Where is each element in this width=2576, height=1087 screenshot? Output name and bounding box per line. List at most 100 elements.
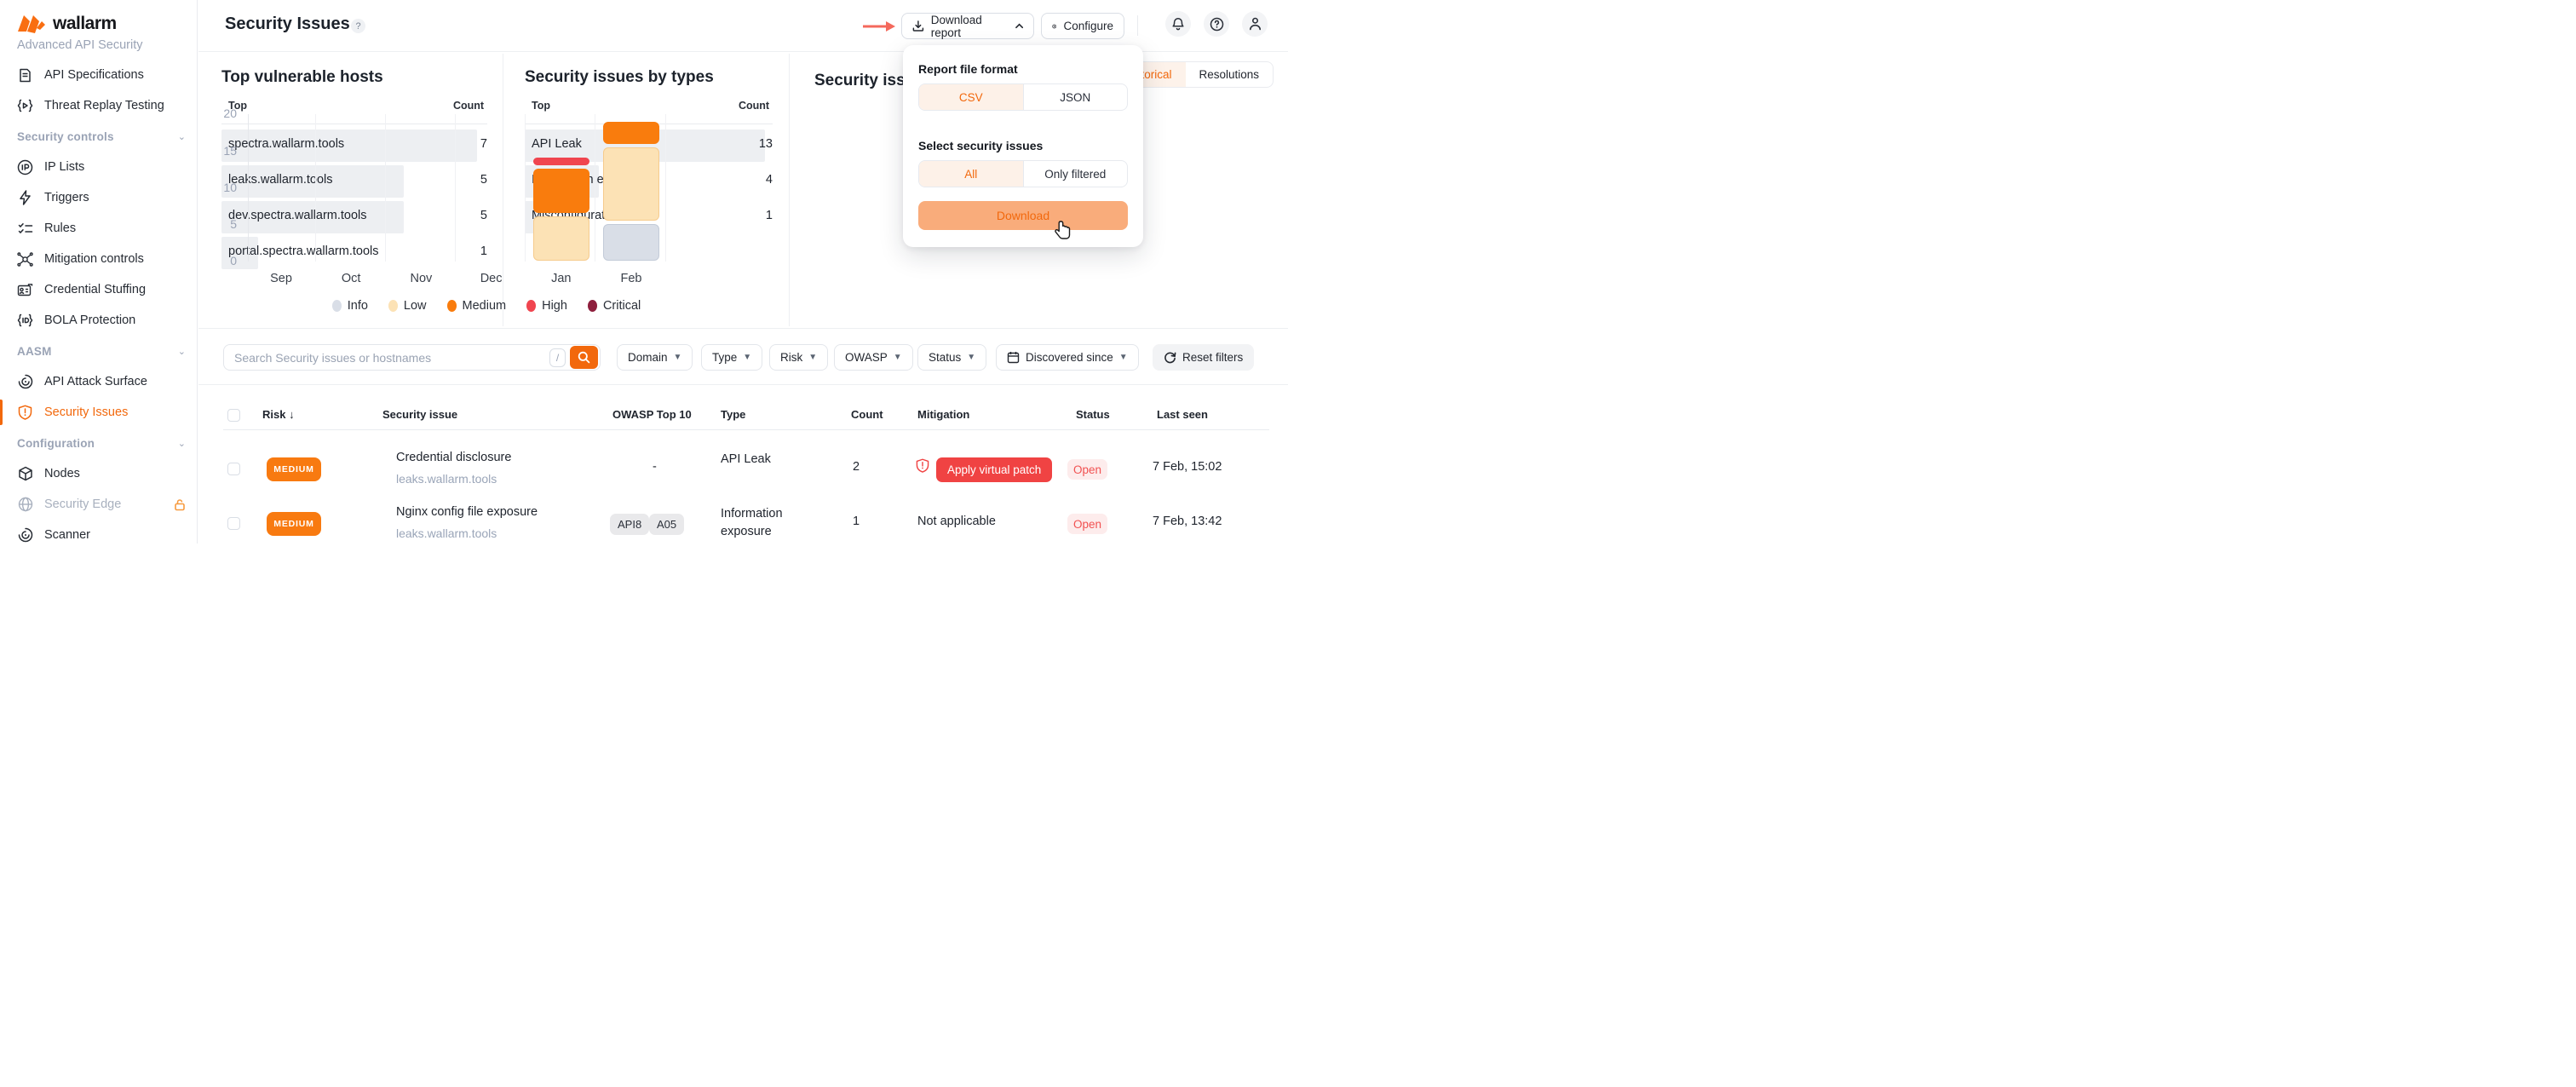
gear-icon xyxy=(1052,23,1057,29)
network-icon xyxy=(17,251,33,267)
sidebar-item-rules[interactable]: Rules xyxy=(0,213,198,244)
calendar-icon xyxy=(1007,352,1020,364)
braces-play-icon xyxy=(17,98,33,114)
issue-host[interactable]: leaks.wallarm.tools xyxy=(396,526,497,540)
sidebar-item-api-attack-surface[interactable]: API Attack Surface xyxy=(0,366,198,397)
reset-filters-button[interactable]: Reset filters xyxy=(1153,344,1255,371)
y-tick: 10 xyxy=(223,180,237,194)
sidebar-item-threat-replay-testing[interactable]: Threat Replay Testing xyxy=(0,90,198,121)
rank-row[interactable]: dev.spectra.wallarm.tools 5 xyxy=(221,199,487,235)
owasp-pill: A05 xyxy=(649,514,685,535)
issues-option-all[interactable]: All xyxy=(919,161,1023,187)
radar-icon xyxy=(17,527,33,544)
bar-segment-medium[interactable] xyxy=(603,122,659,144)
download-report-label: Download report xyxy=(930,13,982,39)
sidebar-item-bola-protection[interactable]: BOLA Protection xyxy=(0,305,198,336)
filter-chip-domain[interactable]: Domain ▼ xyxy=(617,344,693,371)
sidebar-item-aasm[interactable]: AASM ⌄ xyxy=(17,344,186,358)
page-header: Security Issues ? Download report Config… xyxy=(198,0,1288,52)
issues-segmented-control: All Only filtered xyxy=(918,160,1128,187)
col-owasp: OWASP Top 10 xyxy=(612,408,692,421)
format-option-json[interactable]: JSON xyxy=(1022,84,1128,110)
apply-virtual-patch-button[interactable]: Apply virtual patch xyxy=(936,457,1053,482)
shortcut-slash-badge: / xyxy=(549,348,566,367)
filter-chip-owasp[interactable]: OWASP ▼ xyxy=(834,344,913,371)
select-all-checkbox[interactable] xyxy=(227,409,240,422)
bar-segment-info[interactable] xyxy=(603,224,659,261)
radar-icon xyxy=(17,374,33,390)
rank-row[interactable]: leaks.wallarm.tools 5 xyxy=(221,164,487,199)
bar-segment-high[interactable] xyxy=(532,158,589,165)
sidebar-item-ip-lists[interactable]: IP Lists xyxy=(0,152,198,182)
risk-badge: MEDIUM xyxy=(267,512,321,536)
security-issues-table: Risk ↓ Security issue OWASP Top 10 Type … xyxy=(198,385,1288,544)
chevron-down-icon: ▼ xyxy=(743,353,752,362)
wallarm-logo[interactable]: wallarm xyxy=(17,14,117,34)
chevron-down-icon: ⌄ xyxy=(177,438,186,449)
bar-feb xyxy=(603,122,659,261)
col-status: Status xyxy=(1076,408,1110,421)
owasp-empty: - xyxy=(653,460,657,474)
bar-segment-medium[interactable] xyxy=(532,169,589,213)
sidebar-item-configuration[interactable]: Configuration ⌄ xyxy=(17,436,186,450)
tab-resolutions[interactable]: Resolutions xyxy=(1199,68,1260,81)
legend-item-medium: Medium xyxy=(446,299,506,313)
bar-segment-low[interactable] xyxy=(603,147,659,221)
sidebar-item-security-controls[interactable]: Security controls ⌄ xyxy=(17,129,186,143)
y-tick: 5 xyxy=(230,216,237,231)
download-button[interactable]: Download xyxy=(918,201,1128,230)
issue-title[interactable]: Credential disclosure xyxy=(396,451,512,464)
filter-chip-status[interactable]: Status ▼ xyxy=(917,344,987,371)
col-risk[interactable]: Risk ↓ xyxy=(262,408,295,421)
legend-dot xyxy=(331,300,342,312)
issue-title[interactable]: Nginx config file exposure xyxy=(396,505,538,519)
sidebar-item-credential-stuffing[interactable]: Credential Stuffing xyxy=(0,274,198,305)
sidebar-item-triggers[interactable]: Triggers xyxy=(0,182,198,213)
user-avatar[interactable] xyxy=(1242,11,1268,37)
sidebar-item-mitigation-controls[interactable]: Mitigation controls xyxy=(0,244,198,274)
legend-item-low: Low xyxy=(388,299,427,313)
sidebar-item-api-specifications[interactable]: API Specifications xyxy=(0,60,198,90)
legend-dot xyxy=(446,300,457,312)
download-report-button[interactable]: Download report xyxy=(901,13,1034,39)
bar-segment-low[interactable] xyxy=(532,216,589,261)
col-type: Type xyxy=(721,408,746,421)
sidebar-item-nodes[interactable]: Nodes xyxy=(0,458,198,489)
status-badge: Open xyxy=(1067,514,1107,534)
issues-heading: Select security issues xyxy=(918,139,1044,152)
help-button[interactable] xyxy=(1204,11,1229,37)
configure-label: Configure xyxy=(1063,20,1113,32)
filter-chip-discovered-since[interactable]: Discovered since ▼ xyxy=(996,344,1139,371)
issue-count: 2 xyxy=(853,460,860,474)
sidebar: wallarm Advanced API Security API Specif… xyxy=(0,0,198,544)
filter-chip-risk[interactable]: Risk ▼ xyxy=(769,344,829,371)
notifications-button[interactable] xyxy=(1165,11,1191,37)
configure-button[interactable]: Configure xyxy=(1041,13,1124,39)
sidebar-item-scanner[interactable]: Scanner xyxy=(0,520,198,550)
search-button[interactable] xyxy=(570,346,598,369)
issues-option-only-filtered[interactable]: Only filtered xyxy=(1022,161,1128,187)
rank-row[interactable]: portal.spectra.wallarm.tools 1 xyxy=(221,235,487,271)
col-header-top: Top xyxy=(228,100,247,112)
rank-row[interactable]: spectra.wallarm.tools 7 xyxy=(221,128,487,164)
row-checkbox[interactable] xyxy=(227,517,240,530)
filter-chip-type[interactable]: Type ▼ xyxy=(701,344,763,371)
format-option-csv[interactable]: CSV xyxy=(919,84,1023,110)
y-tick: 15 xyxy=(223,143,237,158)
sort-desc-icon: ↓ xyxy=(289,408,295,421)
title-help-icon[interactable]: ? xyxy=(351,19,365,33)
annotation-arrow-icon xyxy=(863,21,895,32)
search-input[interactable] xyxy=(224,350,549,365)
header-divider xyxy=(1137,15,1138,36)
row-checkbox[interactable] xyxy=(227,463,240,475)
col-count: Count xyxy=(851,408,883,421)
issue-host[interactable]: leaks.wallarm.tools xyxy=(396,472,497,486)
x-tick-dec: Dec xyxy=(480,272,503,285)
bolt-icon xyxy=(17,190,33,206)
chevron-down-icon: ▼ xyxy=(673,353,682,362)
count-bar xyxy=(221,237,258,269)
sidebar-item-security-edge[interactable]: Security Edge xyxy=(0,489,198,520)
sidebar-item-security-issues[interactable]: Security Issues xyxy=(0,397,198,428)
count-bar xyxy=(221,165,404,198)
status-badge: Open xyxy=(1067,459,1107,480)
